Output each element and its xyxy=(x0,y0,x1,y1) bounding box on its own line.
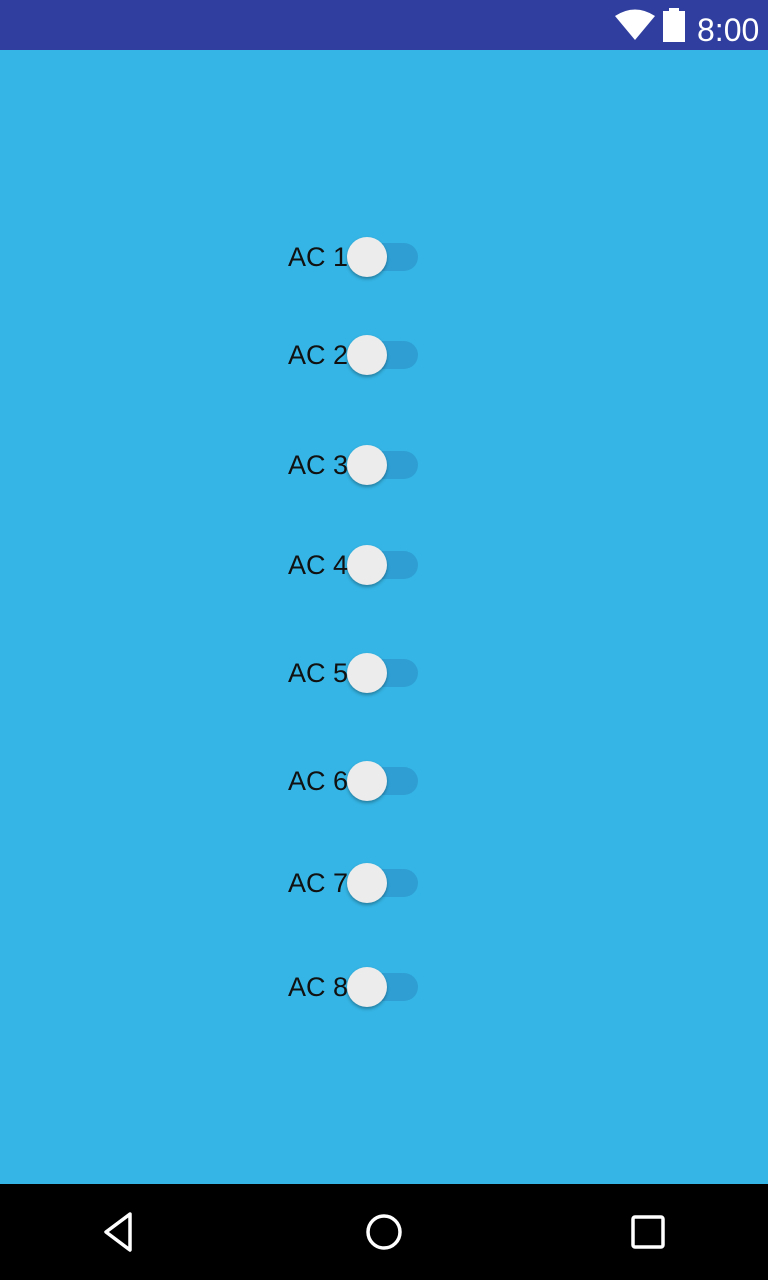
switch-thumb[interactable] xyxy=(347,237,387,277)
home-icon[interactable] xyxy=(360,1208,408,1256)
switch-thumb[interactable] xyxy=(347,545,387,585)
status-bar: 8:00 xyxy=(0,0,768,50)
switch-label: AC 7 xyxy=(288,868,349,898)
switch-thumb[interactable] xyxy=(347,967,387,1007)
switch-list: AC 1 AC 2 AC 3 AC 4 AC 5 AC 6 xyxy=(0,50,768,1184)
wifi-icon xyxy=(615,9,655,40)
status-time: 8:00 xyxy=(697,12,760,48)
switch-label: AC 3 xyxy=(288,450,349,480)
switch-label: AC 5 xyxy=(288,658,349,688)
switch-label: AC 6 xyxy=(288,766,349,796)
switch-label: AC 2 xyxy=(288,340,349,370)
switch-thumb[interactable] xyxy=(347,335,387,375)
battery-icon xyxy=(663,8,685,42)
switch-thumb[interactable] xyxy=(347,445,387,485)
switch-thumb[interactable] xyxy=(347,653,387,693)
switch-label: AC 1 xyxy=(288,242,349,272)
switch-label: AC 8 xyxy=(288,972,349,1002)
switch-thumb[interactable] xyxy=(347,761,387,801)
switch-thumb[interactable] xyxy=(347,863,387,903)
navigation-bar xyxy=(0,1184,768,1280)
switch-label: AC 4 xyxy=(288,550,349,580)
back-icon[interactable] xyxy=(96,1208,144,1256)
recents-icon[interactable] xyxy=(624,1208,672,1256)
